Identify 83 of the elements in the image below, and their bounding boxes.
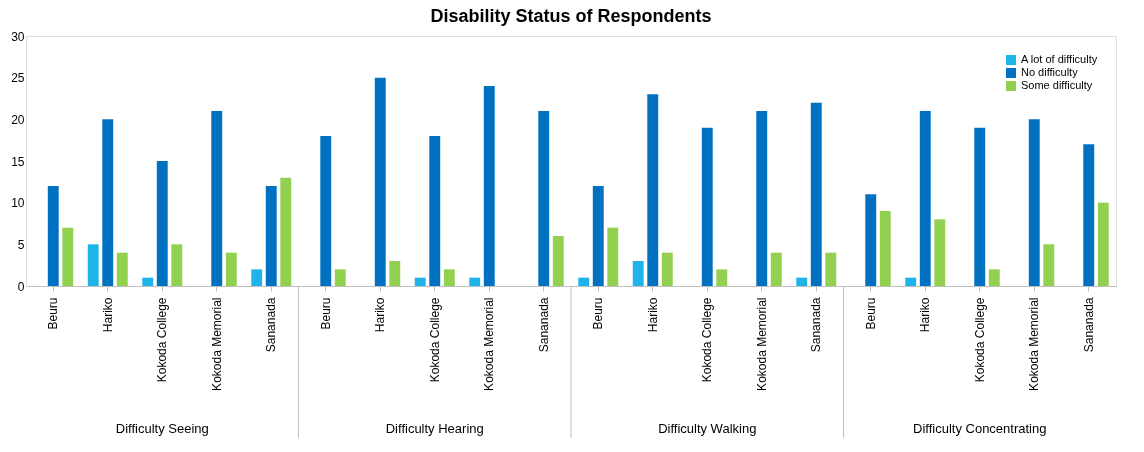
bar — [320, 136, 332, 286]
bar — [265, 186, 277, 286]
y-tick-label: 25 — [11, 71, 25, 86]
x-tick-label: Kokoda Memorial — [209, 297, 224, 391]
bar — [647, 94, 659, 286]
bar — [483, 86, 495, 286]
x-tick-label: Kokoda Memorial — [754, 297, 769, 391]
bar — [211, 111, 223, 286]
bar — [770, 252, 782, 286]
bar — [632, 261, 644, 286]
text: Difficulty Seeing — [115, 421, 209, 436]
bar — [102, 119, 114, 286]
x-tick-label: Sananada — [809, 297, 824, 353]
x-tick-label: Hariko — [100, 297, 115, 333]
x-tick-label: Beuru — [318, 297, 333, 330]
text: Difficulty Walking — [658, 421, 757, 436]
bar — [414, 277, 426, 286]
bar — [974, 127, 986, 286]
x-tick-label: Beuru — [591, 297, 606, 330]
bar — [661, 252, 673, 286]
bar — [756, 111, 768, 286]
bar — [469, 277, 481, 286]
bar — [988, 269, 1000, 286]
bar — [825, 252, 837, 286]
bar — [796, 277, 808, 286]
x-tick-label: Kokoda Memorial — [482, 297, 497, 391]
bar — [251, 269, 263, 286]
y-tick-label: 15 — [11, 154, 25, 169]
bar — [607, 227, 619, 286]
bar — [429, 136, 441, 286]
x-tick-label: Kokoda Memorial — [1027, 297, 1042, 391]
x-tick-label: Sananada — [1081, 297, 1096, 353]
legend-label: No difficulty — [1021, 66, 1079, 78]
bar — [879, 211, 891, 286]
x-tick-label: Kokoda College — [972, 297, 987, 383]
bar — [578, 277, 590, 286]
bar — [865, 194, 877, 286]
bar — [374, 77, 386, 286]
bar — [552, 236, 564, 286]
y-tick-label: 20 — [11, 112, 25, 127]
text: Difficulty Hearing — [385, 421, 484, 436]
bar — [389, 261, 401, 286]
x-tick-label: Hariko — [645, 297, 660, 333]
x-tick-label: Hariko — [373, 297, 388, 333]
bar — [592, 186, 604, 286]
bar — [443, 269, 455, 286]
x-tick-label: Hariko — [918, 297, 933, 333]
x-tick-label: Beuru — [46, 297, 61, 330]
bar — [1083, 144, 1095, 286]
bar — [701, 127, 713, 286]
bar — [87, 244, 99, 286]
x-tick-label: Beuru — [863, 297, 878, 330]
bar — [116, 252, 128, 286]
bar — [1043, 244, 1055, 286]
bar — [538, 111, 550, 286]
bar — [334, 269, 346, 286]
bar — [62, 227, 74, 286]
bar — [142, 277, 154, 286]
y-tick-label: 30 — [11, 29, 25, 44]
bar — [1097, 202, 1109, 286]
x-tick-label: Sananada — [264, 297, 279, 353]
legend-label: A lot of difficulty — [1021, 53, 1098, 65]
bar — [156, 161, 168, 286]
bar — [919, 111, 931, 286]
y-tick-label: 10 — [11, 196, 25, 211]
bar — [905, 277, 917, 286]
bar — [47, 186, 59, 286]
y-tick-label: 0 — [17, 279, 25, 294]
legend-label: Some difficulty — [1021, 79, 1093, 91]
bar — [716, 269, 728, 286]
chart-title: Disability Status of Respondents — [430, 6, 712, 26]
x-tick-label: Kokoda College — [155, 297, 170, 383]
bar — [1028, 119, 1040, 286]
text: Difficulty Concentrating — [913, 421, 1047, 436]
bar — [934, 219, 946, 286]
x-tick-label: Kokoda College — [700, 297, 715, 383]
x-tick-label: Kokoda College — [427, 297, 442, 383]
bar — [810, 102, 822, 286]
y-tick-label: 5 — [17, 237, 25, 252]
bar — [171, 244, 183, 286]
bar — [225, 252, 237, 286]
bar — [280, 177, 292, 286]
x-tick-label: Sananada — [536, 297, 551, 353]
